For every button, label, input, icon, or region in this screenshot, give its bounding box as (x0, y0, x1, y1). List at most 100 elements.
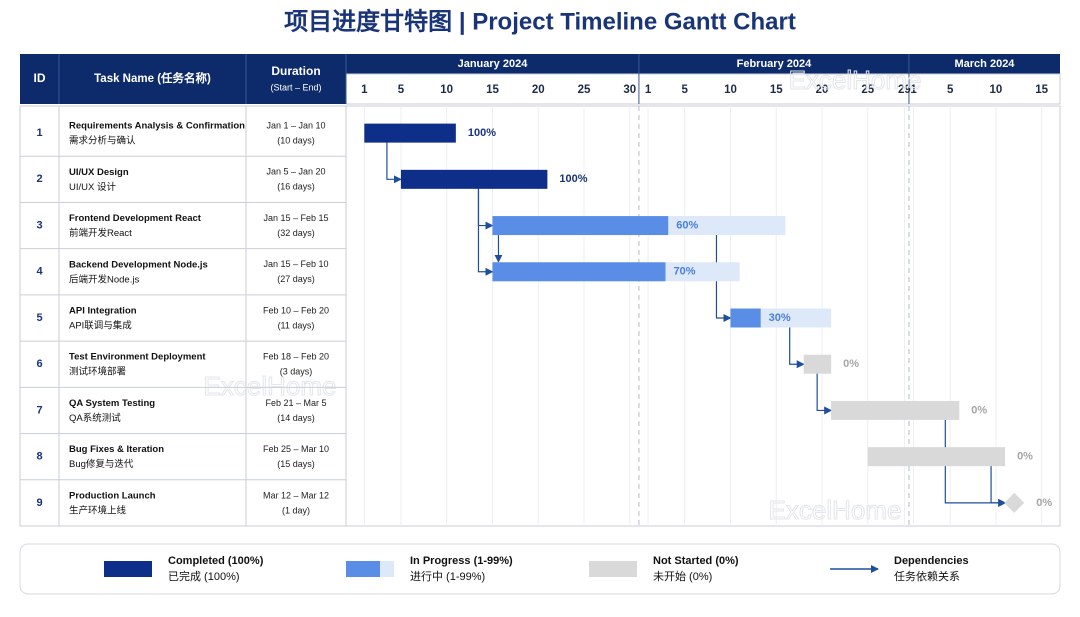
task-duration: (16 days) (277, 182, 315, 192)
task-dates: Jan 15 – Feb 10 (263, 259, 328, 269)
legend-box (19, 543, 1061, 595)
bar-not-started (803, 354, 832, 374)
progress-label: 100% (559, 173, 587, 185)
task-id: 1 (36, 127, 42, 139)
chart-title: 项目进度甘特图 | Project Timeline Gantt Chart (284, 7, 796, 35)
month-label: January 2024 (458, 58, 529, 70)
watermark: ExcelHome (789, 65, 922, 95)
task-duration: (10 days) (277, 135, 315, 145)
task-name: QA System Testing (69, 398, 155, 409)
x-tick-label: 5 (681, 84, 688, 96)
legend-swatch (104, 561, 152, 577)
task-id: 6 (36, 358, 42, 370)
task-id: 7 (36, 404, 42, 416)
legend-label: Completed (100%) (168, 555, 264, 567)
watermark: ExcelHome (204, 371, 337, 401)
task-name-cn: QA系统测试 (69, 412, 121, 424)
dependency-arrow (386, 142, 402, 184)
task-dates: Jan 1 – Jan 10 (266, 120, 325, 130)
task-dates: Mar 12 – Mar 12 (263, 490, 329, 500)
legend-label: Not Started (0%) (653, 555, 739, 567)
task-name-cn: API联调与集成 (69, 320, 132, 332)
progress-label: 0% (1036, 497, 1052, 509)
task-id: 3 (36, 219, 42, 231)
x-tick-label: 29 (898, 84, 911, 96)
dependency-arrow (816, 373, 833, 415)
task-name-cn: 生产环境上线 (69, 504, 127, 516)
x-tick-label: 25 (578, 84, 591, 96)
legend-swatch-rest (380, 561, 394, 577)
progress-label: 30% (769, 312, 791, 324)
task-duration: (32 days) (277, 228, 315, 238)
month-header-bg (346, 54, 1060, 74)
task-name: Bug Fixes & Iteration (69, 444, 164, 455)
legend-label-cn: 已完成 (100%) (168, 569, 240, 583)
task-dates: Feb 18 – Feb 20 (263, 352, 329, 362)
task-name-cn: Bug修复与迭代 (69, 458, 134, 470)
progress-label: 70% (673, 266, 695, 278)
progress-label: 100% (468, 127, 496, 139)
progress-label: 0% (1017, 451, 1033, 463)
task-duration: (1 day) (282, 505, 310, 515)
x-tick-label: 10 (724, 84, 737, 96)
bar-not-started (867, 447, 1006, 467)
bar-not-started (831, 400, 960, 420)
task-dates: Feb 21 – Mar 5 (265, 398, 326, 408)
task-name-cn: 测试环境部署 (69, 366, 126, 378)
legend-swatch (589, 561, 637, 577)
task-dates: Feb 10 – Feb 20 (263, 305, 329, 315)
task-id: 5 (36, 312, 42, 324)
task-id: 8 (36, 451, 42, 463)
task-name: Frontend Development React (69, 213, 202, 224)
month-label: March 2024 (955, 58, 1016, 70)
legend-label-cn: 任务依赖关系 (894, 569, 960, 583)
watermark: ExcelHome (769, 495, 902, 525)
task-duration: (15 days) (277, 459, 315, 469)
task-name: UI/UX Design (69, 167, 129, 178)
task-duration: (27 days) (277, 274, 315, 284)
legend-label: In Progress (1-99%) (410, 555, 513, 567)
bar-progress (492, 216, 669, 236)
task-id: 4 (36, 266, 43, 278)
x-tick-label: 1 (361, 84, 368, 96)
task-name-cn: 后端开发Node.js (69, 273, 139, 285)
header-duration-sub: (Start – End) (270, 82, 321, 92)
task-name: Requirements Analysis & Confirmation (69, 121, 245, 132)
bar-progress (730, 308, 761, 328)
header-id: ID (34, 71, 46, 85)
task-name-cn: 需求分析与确认 (69, 135, 136, 147)
task-duration: (11 days) (278, 320, 315, 330)
task-dates: Jan 5 – Jan 20 (266, 167, 325, 177)
legend-label-cn: 未开始 (0%) (653, 569, 712, 583)
dependency-arrow (990, 465, 1007, 507)
task-name: Production Launch (69, 490, 156, 501)
task-name: Test Environment Deployment (69, 352, 206, 363)
dependency-arrow (477, 188, 494, 276)
x-tick-label: 15 (1035, 84, 1048, 96)
milestone (1004, 492, 1025, 513)
x-tick-label: 20 (532, 84, 545, 96)
progress-label: 0% (971, 404, 987, 416)
x-tick-label: 5 (398, 84, 405, 96)
task-name: API Integration (69, 306, 137, 317)
x-tick-label: 30 (623, 84, 636, 96)
x-tick-label: 1 (645, 84, 652, 96)
bar-completed (364, 123, 456, 143)
task-id: 2 (36, 173, 42, 185)
task-id: 9 (36, 497, 42, 509)
task-name: Backend Development Node.js (69, 259, 208, 270)
bar-completed (400, 169, 548, 189)
x-tick-label: 1 (910, 84, 917, 96)
task-name-cn: 前端开发React (69, 227, 132, 239)
day-header-bg (345, 73, 1061, 105)
legend-label-cn: 进行中 (1-99%) (410, 570, 485, 583)
task-duration: (3 days) (280, 367, 313, 377)
x-tick-label: 15 (486, 84, 499, 96)
progress-label: 0% (843, 358, 859, 370)
bar-progress (492, 262, 666, 282)
task-dates: Jan 15 – Feb 15 (263, 213, 328, 223)
task-dates: Feb 25 – Mar 10 (263, 444, 329, 454)
header-bg (20, 54, 346, 104)
